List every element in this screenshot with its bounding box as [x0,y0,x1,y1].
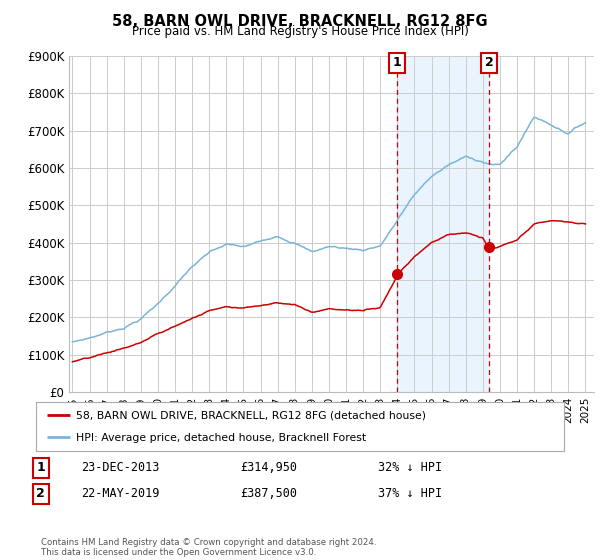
Text: 22-MAY-2019: 22-MAY-2019 [81,487,160,501]
Bar [397,56,489,392]
Text: 2: 2 [37,487,45,501]
Text: 37% ↓ HPI: 37% ↓ HPI [378,487,442,501]
Text: 58, BARN OWL DRIVE, BRACKNELL, RG12 8FG: 58, BARN OWL DRIVE, BRACKNELL, RG12 8FG [112,14,488,29]
Text: 58, BARN OWL DRIVE, BRACKNELL, RG12 8FG (detached house): 58, BARN OWL DRIVE, BRACKNELL, RG12 8FG … [76,410,425,421]
Text: Price paid vs. HM Land Registry's House Price Index (HPI): Price paid vs. HM Land Registry's House … [131,25,469,38]
Text: 1: 1 [37,461,45,474]
Text: 23-DEC-2013: 23-DEC-2013 [81,461,160,474]
Text: HPI: Average price, detached house, Bracknell Forest: HPI: Average price, detached house, Brac… [76,433,366,443]
Text: £387,500: £387,500 [240,487,297,501]
Text: 32% ↓ HPI: 32% ↓ HPI [378,461,442,474]
Text: Contains HM Land Registry data © Crown copyright and database right 2024.
This d: Contains HM Land Registry data © Crown c… [41,538,376,557]
Text: £314,950: £314,950 [240,461,297,474]
Text: 2: 2 [485,56,494,69]
Text: 1: 1 [392,56,401,69]
